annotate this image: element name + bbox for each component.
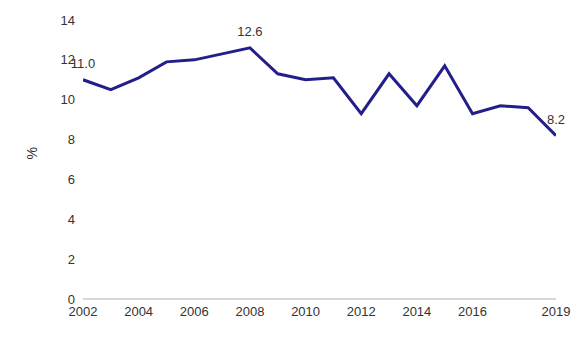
svg-text:2008: 2008 [235, 304, 264, 319]
svg-text:12: 12 [60, 52, 75, 68]
svg-text:6: 6 [68, 172, 75, 187]
svg-text:2016: 2016 [458, 304, 487, 319]
svg-text:2012: 2012 [347, 304, 376, 319]
svg-text:%: % [24, 147, 40, 159]
svg-text:8: 8 [68, 132, 75, 147]
svg-text:14: 14 [61, 13, 75, 28]
svg-text:12.6: 12.6 [237, 24, 262, 39]
svg-text:0: 0 [68, 292, 75, 307]
svg-text:2010: 2010 [291, 304, 320, 319]
svg-text:11.0: 11.0 [71, 56, 95, 71]
svg-text:2002: 2002 [68, 304, 98, 320]
svg-text:2: 2 [68, 252, 75, 267]
svg-text:10: 10 [61, 92, 75, 107]
svg-text:2019: 2019 [542, 304, 571, 319]
svg-text:8.2: 8.2 [547, 112, 565, 127]
svg-text:2004: 2004 [124, 304, 153, 319]
svg-text:4: 4 [68, 212, 75, 227]
svg-text:2014: 2014 [402, 304, 431, 319]
svg-text:2006: 2006 [180, 304, 209, 319]
